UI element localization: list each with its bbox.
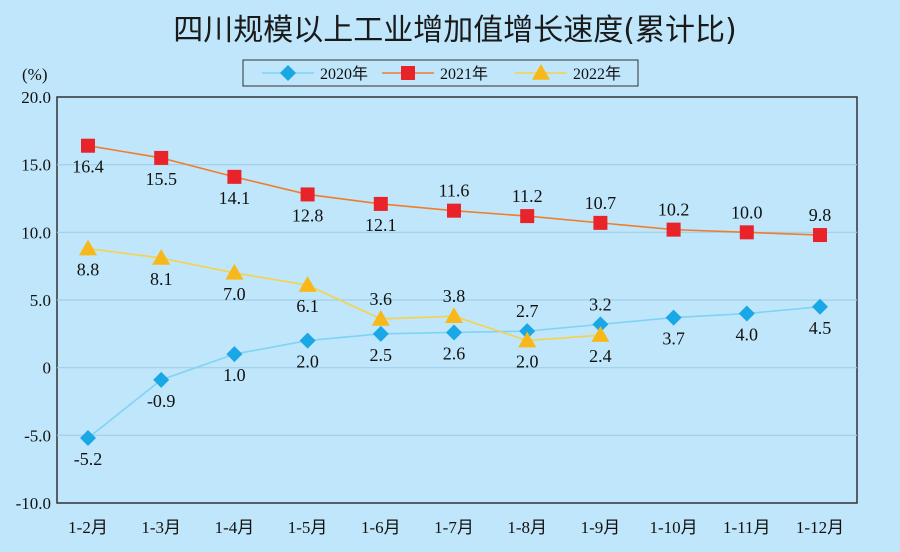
y-tick-label: 20.0 <box>21 88 51 107</box>
series-2022-data-label: 8.8 <box>77 260 100 280</box>
series-2022-marker <box>371 309 390 326</box>
series-2020-data-label: 1.0 <box>223 365 246 385</box>
series-2020-marker <box>738 305 755 322</box>
legend-2022-marker <box>532 64 550 80</box>
series-2020-data-label: 2.5 <box>370 345 393 365</box>
series-2022-marker <box>445 307 463 323</box>
series-2022-data-label: 8.1 <box>150 269 173 289</box>
y-axis-unit-label: (%) <box>22 65 47 84</box>
series-2022-marker <box>591 326 610 342</box>
series-2021-data-label: 10.0 <box>731 202 763 222</box>
series-2020-data-label: -5.2 <box>74 449 103 469</box>
series-2020-data-label: -0.9 <box>147 391 176 411</box>
legend-2021-marker <box>401 66 415 80</box>
series-2020-marker <box>80 430 96 447</box>
x-tick-label: 1-11月 <box>723 518 771 537</box>
x-tick-label: 1-10月 <box>650 518 698 537</box>
legend: 2020年 2021年 2022年 <box>242 59 639 87</box>
series-2021-data-label: 12.1 <box>365 215 397 235</box>
series-2021-data-label: 16.4 <box>72 157 104 177</box>
series-2022-data-label: 7.0 <box>223 284 246 304</box>
series-2020-data-label: 2.0 <box>296 352 319 372</box>
chart-title: 四川规模以上工业增加值增长速度(累计比) <box>173 13 736 48</box>
series-2022-line <box>87 247 601 342</box>
y-tick-label: -10.0 <box>16 494 51 513</box>
y-tick-label: -5.0 <box>24 426 51 445</box>
series-2021-marker <box>813 228 827 243</box>
series-2021-marker <box>447 203 461 218</box>
legend-2021-label: 2021年 <box>440 65 488 83</box>
series-2020-marker <box>592 316 609 333</box>
series-2020-marker <box>226 346 243 363</box>
x-tick-label: 1-4月 <box>215 518 255 537</box>
x-tick-label: 1-8月 <box>507 518 547 537</box>
series-2022-marker <box>225 263 244 280</box>
series-2022-marker <box>152 249 171 265</box>
series-2021-marker <box>739 225 754 240</box>
series-2022-marker <box>518 331 537 348</box>
series-2021-marker <box>154 150 169 165</box>
series-2021-marker <box>593 215 608 230</box>
series-2022-data-label: 2.4 <box>589 346 612 366</box>
series-2021-marker <box>373 196 388 211</box>
series-2021-marker <box>227 169 242 184</box>
legend-2020-label: 2020年 <box>320 65 368 83</box>
series-2021-data-label: 10.2 <box>658 200 690 220</box>
series-2020-marker <box>299 332 316 349</box>
y-tick-label: 10.0 <box>21 223 51 242</box>
y-tick-label: 5.0 <box>30 291 51 310</box>
y-tick-label: 15.0 <box>21 156 51 175</box>
x-tick-label: 1-5月 <box>288 518 328 537</box>
x-tick-label: 1-7月 <box>434 518 474 537</box>
series-2021-data-label: 12.8 <box>292 205 324 225</box>
series-2020-marker <box>665 309 682 326</box>
series-2020-marker <box>812 298 828 315</box>
series-2022-marker <box>298 276 317 292</box>
x-tick-label: 1-2月 <box>68 518 108 537</box>
series-2022-marker <box>79 239 97 256</box>
series-2020-data-label: 4.5 <box>809 318 832 338</box>
series-2021-data-label: 14.1 <box>219 188 251 208</box>
x-tick-label: 1-3月 <box>141 518 181 537</box>
x-axis-ticks: 1-2月 1-3月 1-4月 1-5月 1-6月 1-7月 1-8月 1-9月 1-10月 1-1… <box>68 518 844 537</box>
series-2021-data-label: 11.2 <box>512 186 543 206</box>
series-2021-data-label: 9.8 <box>809 205 832 225</box>
series-2020-data-label: 3.7 <box>662 329 685 349</box>
series-2021-marker <box>520 209 535 224</box>
legend-2022-label: 2022年 <box>573 65 621 83</box>
series-2021-marker <box>81 138 95 153</box>
series-2022-data-label: 6.1 <box>296 296 319 316</box>
x-tick-label: 1-6月 <box>361 518 401 537</box>
x-tick-label: 1-12月 <box>796 518 844 537</box>
series-2020-marker <box>153 371 170 388</box>
series-2020-data-label: 2.6 <box>443 343 466 363</box>
legend-2020-marker <box>280 65 296 81</box>
series-2021-data-label: 10.7 <box>585 193 617 213</box>
series-2020-marker <box>519 323 536 340</box>
series-2022-data-label: 2.0 <box>516 352 539 372</box>
series-2021-data-label: 11.6 <box>439 181 470 201</box>
y-axis-ticks: 20.0 15.0 10.0 5.0 0 -5.0 -10.0 <box>16 88 51 513</box>
series-2021-data-label: 15.5 <box>145 169 177 189</box>
series-2020-marker <box>446 324 462 341</box>
series-2021-marker <box>300 187 315 202</box>
series-2020-data-label: 3.2 <box>589 294 612 314</box>
series-markers <box>79 138 828 447</box>
series-2022-data-label: 3.6 <box>370 289 393 309</box>
x-tick-label: 1-9月 <box>581 518 621 537</box>
series-2020-data-label: 4.0 <box>736 325 759 345</box>
series-2022-data-label: 3.8 <box>443 286 466 306</box>
series-2020-data-label: 2.7 <box>516 301 539 321</box>
y-tick-label: 0 <box>43 359 52 378</box>
data-labels: -5.2 -0.9 1.0 2.0 2.5 2.6 2.7 3.2 3.7 4.0 4.5 16.4 1… <box>72 157 831 469</box>
series-2021-marker <box>666 222 681 237</box>
series-2020-marker <box>372 325 389 342</box>
